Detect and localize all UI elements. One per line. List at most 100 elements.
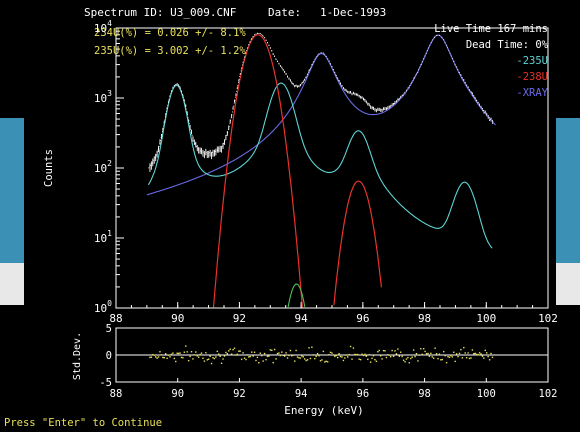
- x-tick-label: 98: [418, 312, 431, 325]
- residual-point: [445, 361, 448, 364]
- residual-point: [487, 355, 489, 358]
- residual-point: [238, 350, 240, 352]
- residual-point: [301, 355, 303, 357]
- residual-point: [248, 356, 250, 358]
- residual-point: [451, 356, 454, 358]
- residual-point: [441, 358, 443, 361]
- residual-point: [236, 353, 239, 355]
- residual-point: [165, 353, 167, 355]
- residual-point: [424, 350, 426, 353]
- residual-point: [392, 355, 395, 358]
- residual-point: [388, 354, 390, 356]
- residual-point: [344, 357, 346, 359]
- residual-point: [395, 353, 398, 355]
- residual-point: [437, 357, 439, 360]
- residual-point: [162, 356, 164, 359]
- residual-point: [212, 357, 214, 359]
- residual-point: [319, 360, 322, 362]
- residual-point: [289, 349, 292, 352]
- residual-y-axis-label: Std.Dev.: [72, 332, 83, 380]
- residual-point: [292, 354, 294, 356]
- residual-point: [345, 354, 347, 356]
- residual-point: [394, 350, 396, 352]
- residual-point: [488, 359, 491, 361]
- residual-point: [329, 351, 332, 354]
- residual-x-tick-label: 100: [477, 388, 496, 400]
- total-fit-curve: [148, 32, 495, 169]
- residual-point: [169, 356, 171, 358]
- residual-point: [443, 350, 445, 353]
- residual-point: [306, 359, 309, 361]
- residual-point: [465, 356, 468, 359]
- residual-point: [149, 356, 151, 359]
- residual-point: [199, 353, 201, 356]
- residual-point: [209, 355, 211, 358]
- residual-point: [432, 357, 435, 359]
- residual-point: [265, 358, 267, 361]
- residual-point: [243, 357, 246, 359]
- residual-point: [285, 352, 287, 354]
- residual-point: [291, 355, 293, 357]
- residual-point: [473, 353, 475, 355]
- residual-point: [347, 356, 349, 358]
- residual-point: [325, 360, 327, 362]
- x-tick-label: 92: [233, 312, 246, 325]
- residual-point: [410, 357, 412, 360]
- residual-point: [374, 358, 376, 361]
- residual-point: [179, 352, 181, 354]
- residual-point: [431, 356, 433, 358]
- residual-point: [278, 352, 280, 354]
- residual-point: [357, 353, 359, 356]
- residual-point: [349, 345, 352, 348]
- residual-point: [341, 356, 343, 358]
- residual-point: [334, 355, 336, 358]
- residual-point: [407, 356, 409, 359]
- residual-point: [444, 354, 446, 357]
- residual-point: [192, 358, 194, 360]
- residual-plot-area: [115, 327, 549, 383]
- residual-point: [338, 353, 340, 355]
- residual-point: [296, 356, 299, 358]
- residual-point: [440, 359, 442, 361]
- residual-point: [152, 353, 154, 356]
- residual-point: [455, 353, 458, 355]
- residual-point: [208, 358, 210, 360]
- residual-point: [286, 357, 289, 359]
- x-tick-label: 102: [538, 312, 558, 325]
- u238-curve: [212, 34, 382, 308]
- residual-point: [318, 354, 320, 357]
- residual-point: [222, 358, 224, 360]
- residual-point: [196, 355, 198, 357]
- residual-point: [312, 354, 315, 356]
- residual-point: [371, 357, 373, 360]
- residual-point: [153, 354, 155, 356]
- legend-235u: -235U: [516, 55, 548, 67]
- residual-point: [375, 360, 378, 362]
- x-axis-label: Energy (keV): [284, 404, 363, 417]
- residual-point: [252, 355, 254, 357]
- residual-point: [233, 347, 236, 349]
- residual-point: [365, 355, 368, 357]
- continue-prompt[interactable]: Press "Enter" to Continue: [4, 417, 162, 429]
- residual-point: [474, 352, 476, 355]
- residual-y-tick-label: 0: [106, 350, 112, 362]
- side-panel-left-low: [0, 263, 24, 305]
- residual-point: [384, 350, 386, 352]
- residual-point: [361, 353, 363, 355]
- residual-point: [261, 354, 263, 357]
- legend-238u: -238U: [516, 71, 548, 83]
- residual-point: [420, 348, 422, 350]
- residual-point: [425, 352, 428, 355]
- residual-point: [398, 355, 401, 357]
- residual-point: [422, 348, 425, 350]
- residual-point: [483, 357, 485, 359]
- residual-point: [225, 351, 227, 354]
- residual-point: [242, 352, 244, 354]
- residual-x-tick-label: 96: [357, 388, 370, 400]
- residual-point: [262, 360, 264, 362]
- residual-point: [180, 356, 183, 359]
- residual-point: [249, 355, 251, 358]
- residual-point: [460, 348, 462, 351]
- residual-point: [463, 346, 465, 349]
- residual-point: [387, 354, 389, 356]
